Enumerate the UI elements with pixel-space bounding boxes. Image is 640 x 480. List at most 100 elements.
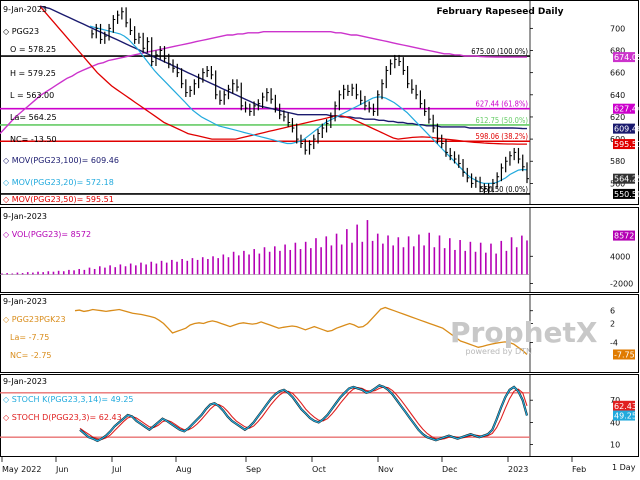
price-bar (411, 79, 414, 94)
price-bar (360, 90, 363, 105)
volume-yticks: -2000 4000 (530, 252, 633, 288)
price-bar (372, 103, 376, 116)
price-bar (185, 79, 188, 98)
volume-ytick-label: 4000 (610, 252, 630, 261)
price-bar (112, 15, 116, 33)
panel-border-3 (0, 374, 639, 457)
price-bar (146, 37, 150, 53)
price-bar (129, 18, 133, 36)
volume-ytick-label: -2000 (610, 279, 633, 288)
price-bar (343, 84, 346, 100)
price-bar (470, 173, 474, 188)
price-bar (449, 147, 453, 161)
stoch-k-label: ◇ STOCH K(PGG23,3,14)= 49.25 (3, 395, 134, 404)
price-bar (308, 140, 312, 155)
price-bar (227, 84, 231, 100)
price-bar (483, 183, 487, 194)
price-bar (488, 183, 491, 194)
stoch-k-line (79, 384, 528, 442)
price-bar (513, 147, 517, 161)
volume-tag: 8572 (613, 230, 635, 241)
price-ytick-label: 640 (610, 91, 625, 100)
price-bar (270, 88, 274, 104)
stoch-k-shadow (79, 384, 529, 443)
price-tag-0-bg (613, 52, 635, 63)
price-bar (334, 101, 338, 122)
price-tag-2-text: 609.46 (614, 125, 640, 134)
price-bar (505, 156, 508, 173)
stoch-ytick-label: 10 (610, 441, 620, 450)
price-bar (121, 7, 124, 20)
price-bar (330, 112, 333, 129)
price-bar (304, 139, 308, 155)
spread-label: ◇ PGG23PGK23 (3, 315, 66, 324)
price-ytick-label: 620 (610, 113, 625, 122)
panel-border-2 (0, 294, 639, 373)
price-bar (402, 57, 406, 75)
price-bar (91, 29, 94, 39)
ma20-label: ◇ MOV(PGG23,20)= 572.18 (3, 178, 114, 187)
price-high-label: H = 579.25 (10, 69, 56, 78)
stoch-ytick-label: 40 (610, 418, 620, 427)
price-bar (244, 101, 248, 113)
price-tag-4-text: 564.25 (614, 175, 640, 184)
price-ytick-label: 680 (610, 47, 625, 56)
price-bar (351, 83, 355, 96)
price-bar (232, 79, 235, 94)
price-bar (428, 106, 431, 124)
price-bar (206, 66, 210, 78)
spread-tag-text: -7.75 (614, 350, 635, 359)
price-bar (172, 59, 176, 73)
panel-border-1 (0, 207, 639, 293)
x-tick-label: Nov (378, 465, 394, 474)
stoch-d-label: ◇ STOCH D(PGG23,3)= 62.43 (3, 413, 122, 422)
price-tag-2: 609.46 (613, 123, 640, 134)
x-axis: May 2022 Jun Jul Aug Sep Oct Nov Dec 2023 Feb 1 Da… (1, 456, 636, 474)
price-bar (223, 90, 227, 105)
price-bar (291, 118, 295, 133)
price-bar (287, 112, 291, 127)
price-open-label: O = 578.25 (10, 45, 56, 54)
x-tick-label: Jul (111, 465, 122, 474)
x-tick-label: May 2022 (2, 465, 41, 474)
fib-label-2: 612.75 (50.0%) (476, 116, 529, 125)
fib-label-0: 675.00 (100.0%) (471, 47, 528, 56)
price-netchange-label: NC= -13.50 (10, 135, 57, 144)
spread-yticks: -4 2 6 (530, 307, 618, 348)
price-bar (398, 54, 402, 67)
price-bar (338, 90, 342, 111)
price-bar (210, 66, 214, 80)
spread-tag-bg (613, 349, 635, 360)
price-bar (151, 37, 154, 67)
panel-border-0 (0, 0, 639, 205)
price-tag-3-bg (613, 139, 635, 150)
price-bar (296, 123, 299, 144)
price-bar (475, 176, 478, 188)
spread-last-label: La= -7.75 (10, 333, 49, 342)
price-last-label: La= 564.25 (10, 113, 57, 122)
price-bar (377, 90, 380, 116)
price-tag-4-bg (613, 173, 635, 184)
watermark-brand: ProphetX (450, 316, 598, 349)
spread-date-label: 9-Jan-2023 (3, 297, 47, 306)
spread-ytick-label: -4 (610, 339, 618, 348)
ma100-label: ◇ MOV(PGG23,100)= 609.46 (3, 156, 119, 165)
stoch-yticks: 10 40 70 (530, 396, 620, 450)
x-tick-label: Aug (176, 465, 192, 474)
x-tick-label: Oct (312, 465, 326, 474)
price-bar (406, 66, 410, 89)
stoch-d-line (79, 386, 528, 440)
x-tick-label: Dec (442, 465, 457, 474)
price-tag-0: 674.05 (613, 52, 640, 63)
price-bar (500, 163, 504, 182)
price-low-label: L = 563.00 (10, 91, 54, 100)
volume-bars (1, 220, 528, 275)
price-bar (347, 84, 350, 96)
price-bar (492, 178, 495, 193)
price-symbol-label: ◇ PGG23 (3, 27, 39, 36)
price-bar (325, 119, 329, 133)
x-tick-label: 2023 (508, 465, 528, 474)
price-ytick-label: 580 (610, 157, 625, 166)
price-bar (394, 54, 397, 69)
price-ytick-label: 560 (610, 179, 625, 188)
